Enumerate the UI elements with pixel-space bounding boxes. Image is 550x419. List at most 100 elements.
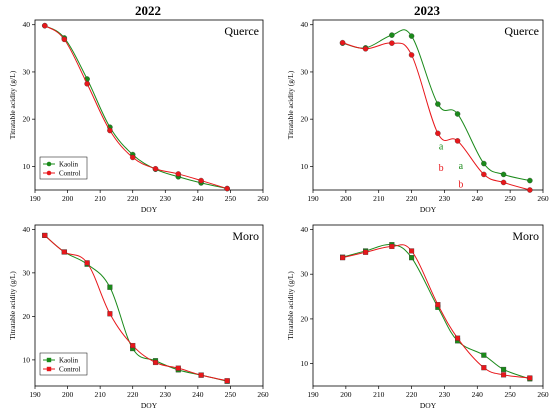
x-axis-label: DOY [420,401,437,410]
data-point-control [527,187,533,193]
data-point-control [84,81,90,87]
data-point-kaolin [389,32,395,38]
y-axis-label: Titratable acidity (g/L) [8,271,17,340]
legend-label-kaolin: Kaolin [59,357,79,365]
data-point-kaolin [408,33,415,39]
x-tick-label: 210 [95,194,107,203]
x-tick-label: 250 [505,194,517,203]
column-title-2022: 2022 [135,3,161,18]
data-point-control [130,342,136,349]
y-axis-label: Titratable acidity (g/L) [286,271,295,340]
x-tick-label: 230 [160,390,172,399]
column-title-2023: 2023 [414,3,441,18]
chart-panel-top-left: 190 200 210 220 230 240 250 260 10 20 30 40 DOY Titra… [8,19,269,214]
data-point-control [340,255,346,261]
x-tick-label: 200 [62,390,74,399]
data-point-kaolin [501,366,507,373]
x-tick-label: 260 [257,390,269,399]
x-tick-label: 240 [472,194,484,203]
y-tick-label: 30 [301,67,309,76]
data-point-control [129,154,136,161]
x-tick-label: 220 [127,194,139,203]
data-point-control [389,40,395,46]
data-point-control [224,378,230,384]
chart-panel-bottom-right: 190 200 210 220 230 240 250 260 10 20 30 40 DOY Titra… [286,224,549,410]
y-tick-label: 40 [301,20,309,29]
data-point-control [363,249,369,255]
data-point-control [339,39,346,46]
x-tick-label: 250 [225,194,237,203]
chart-panel-bottom-left: 190 200 210 220 230 240 250 260 10 20 30 40 DOY Titra… [8,224,269,410]
y-tick-label: 40 [23,225,31,234]
x-tick-label: 190 [29,390,41,399]
y-tick-label: 10 [301,162,309,171]
panel-title: Moro [512,229,539,243]
x-tick-label: 190 [307,194,319,203]
data-point-kaolin [527,177,533,184]
x-tick-label: 200 [340,390,352,399]
data-point-control [107,311,113,317]
x-tick-label: 220 [406,390,418,399]
data-point-control [61,249,67,255]
x-tick-label: 200 [62,194,74,203]
y-tick-label: 10 [301,359,309,368]
data-point-control [224,185,230,192]
data-point-control [175,365,181,371]
y-tick-label: 20 [301,115,309,124]
legend-label-kaolin: Kaolin [59,161,79,169]
legend-marker-control [46,170,52,176]
legend-marker-kaolin [46,357,52,363]
legend-label-control: Control [59,170,80,178]
data-point-control [107,127,113,134]
data-point-kaolin [481,352,487,358]
panel-title: Moro [232,229,259,243]
x-axis-label: DOY [141,401,158,410]
significance-letter: b [458,180,463,191]
y-axis-label: Titratable acidity (g/L) [8,70,17,139]
data-point-control [152,359,159,366]
x-tick-label: 220 [127,390,139,399]
data-point-control [175,171,182,177]
plot-frame [312,19,544,191]
data-point-control [409,248,415,254]
data-point-control [152,165,159,172]
data-point-control [408,52,415,58]
data-point-control [501,372,507,378]
y-tick-label: 30 [301,270,309,279]
x-tick-label: 240 [192,390,204,399]
data-point-control [198,372,204,378]
data-point-kaolin [481,160,487,167]
x-tick-label: 210 [373,194,385,203]
data-point-control [198,177,204,184]
data-point-control [500,179,507,186]
data-point-control [84,260,90,266]
x-tick-label: 230 [439,194,451,203]
x-tick-label: 240 [192,194,204,203]
data-point-control [527,375,533,381]
x-tick-label: 260 [537,390,549,399]
data-point-control [362,46,369,52]
legend-label-control: Control [59,366,80,374]
data-point-control [42,232,48,238]
x-tick-label: 220 [406,194,418,203]
x-tick-label: 260 [257,194,269,203]
x-tick-label: 230 [439,390,451,399]
x-tick-label: 260 [537,194,549,203]
y-tick-label: 10 [23,162,31,171]
data-point-control [42,22,48,29]
data-point-control [454,138,461,144]
y-tick-label: 30 [23,67,31,76]
data-point-kaolin [435,101,441,107]
x-tick-label: 200 [340,194,352,203]
x-tick-label: 230 [160,194,172,203]
x-tick-label: 210 [95,390,107,399]
data-point-control [61,36,68,43]
data-point-control [435,130,441,137]
data-point-control [389,243,395,250]
x-axis-label: DOY [420,205,437,214]
data-point-kaolin [409,255,415,261]
